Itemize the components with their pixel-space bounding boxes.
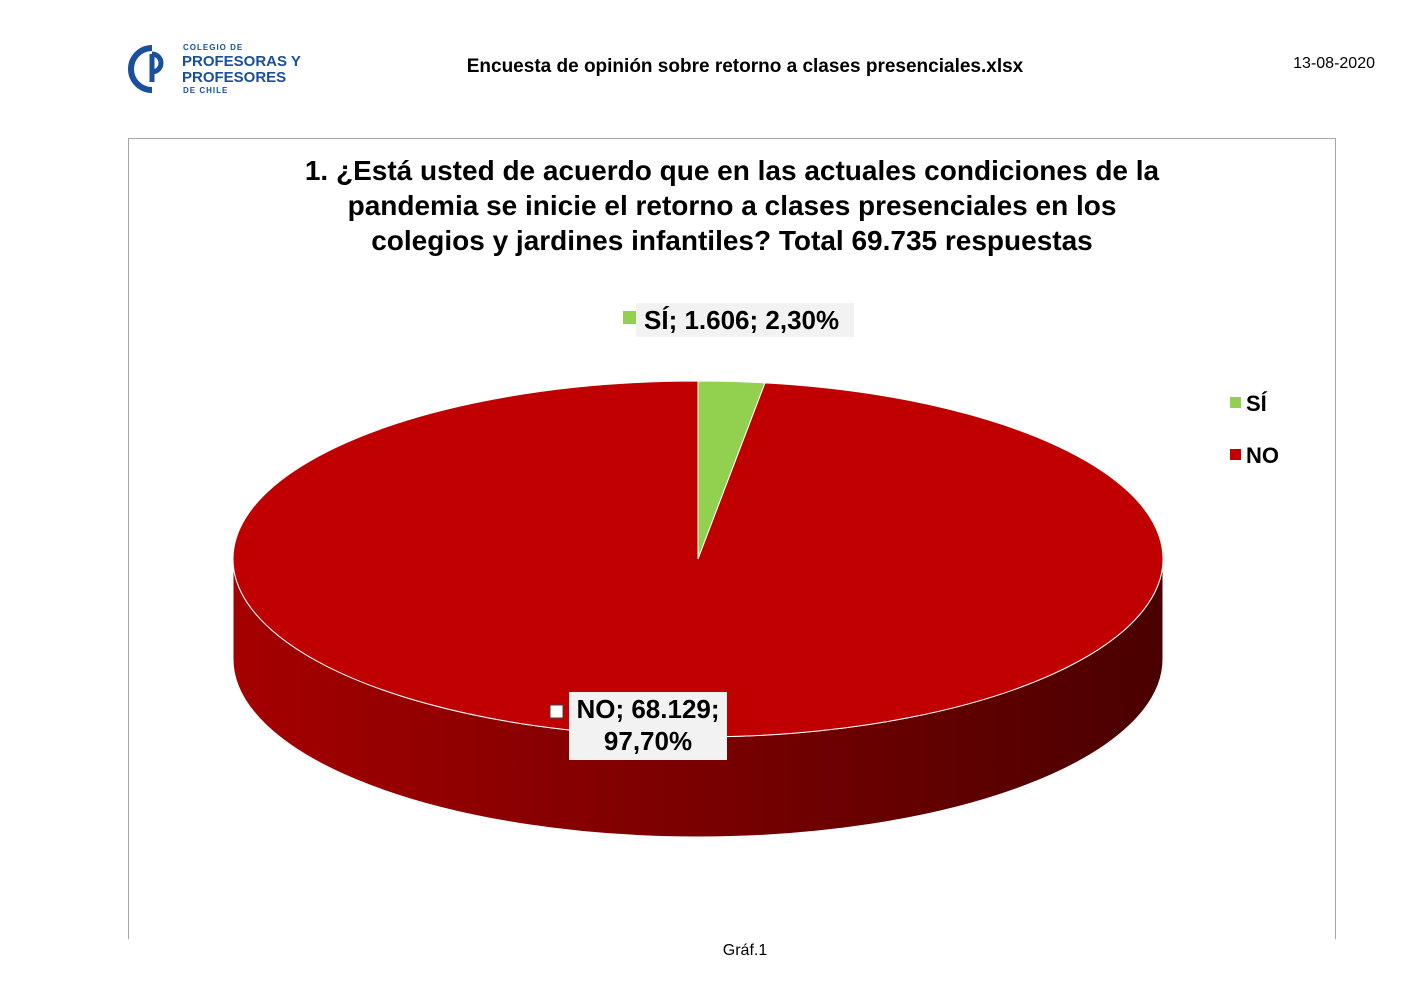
chart-legend: SÍ NO xyxy=(1230,391,1279,468)
logo-line-4: DE CHILE xyxy=(183,86,228,95)
pie-slice-no xyxy=(232,380,1164,738)
legend-key-1 xyxy=(1230,449,1241,460)
legend-label-1: NO xyxy=(1246,443,1279,468)
document-title: Encuesta de opinión sobre retorno a clas… xyxy=(466,56,1024,77)
chart-title-line-2: pandemia se inicie el retorno a clases p… xyxy=(348,190,1117,221)
data-label-box-si xyxy=(636,303,854,337)
legend-key-0 xyxy=(1230,397,1241,408)
pie-chart: 1. ¿Está usted de acuerdo que en las act… xyxy=(232,155,1279,838)
data-label-box-no xyxy=(569,692,727,760)
legend-label-0: SÍ xyxy=(1246,391,1268,416)
college-logo: COLEGIO DE PROFESORAS Y PROFESORES DE CH… xyxy=(128,42,328,98)
data-label-no-line-1: NO; 68.129; xyxy=(576,694,719,724)
data-label-si-line-1: SÍ; 1.606; 2,30% xyxy=(644,305,839,335)
data-label-key-no xyxy=(549,704,564,719)
data-label-key-si xyxy=(623,311,636,324)
chart-title-line-3: colegios y jardines infantiles? Total 69… xyxy=(371,225,1093,256)
logo-line-3: PROFESORES xyxy=(182,69,286,86)
data-labels: SÍ; 1.606; 2,30% NO; 68.129;97,70% xyxy=(549,303,854,760)
data-label-no-line-2: 97,70% xyxy=(604,726,692,756)
document-date: 13-08-2020 xyxy=(1293,55,1375,72)
logo-line-1: COLEGIO DE xyxy=(183,43,243,52)
pie-plot-area xyxy=(232,380,1164,838)
logo-mark-icon xyxy=(128,45,164,93)
chart-title-line-1: 1. ¿Está usted de acuerdo que en las act… xyxy=(305,155,1160,186)
figure-caption: Gráf.1 xyxy=(722,942,768,959)
logo-line-2: PROFESORAS Y xyxy=(182,53,301,70)
chart-frame: 1. ¿Está usted de acuerdo que en las act… xyxy=(128,138,1336,939)
